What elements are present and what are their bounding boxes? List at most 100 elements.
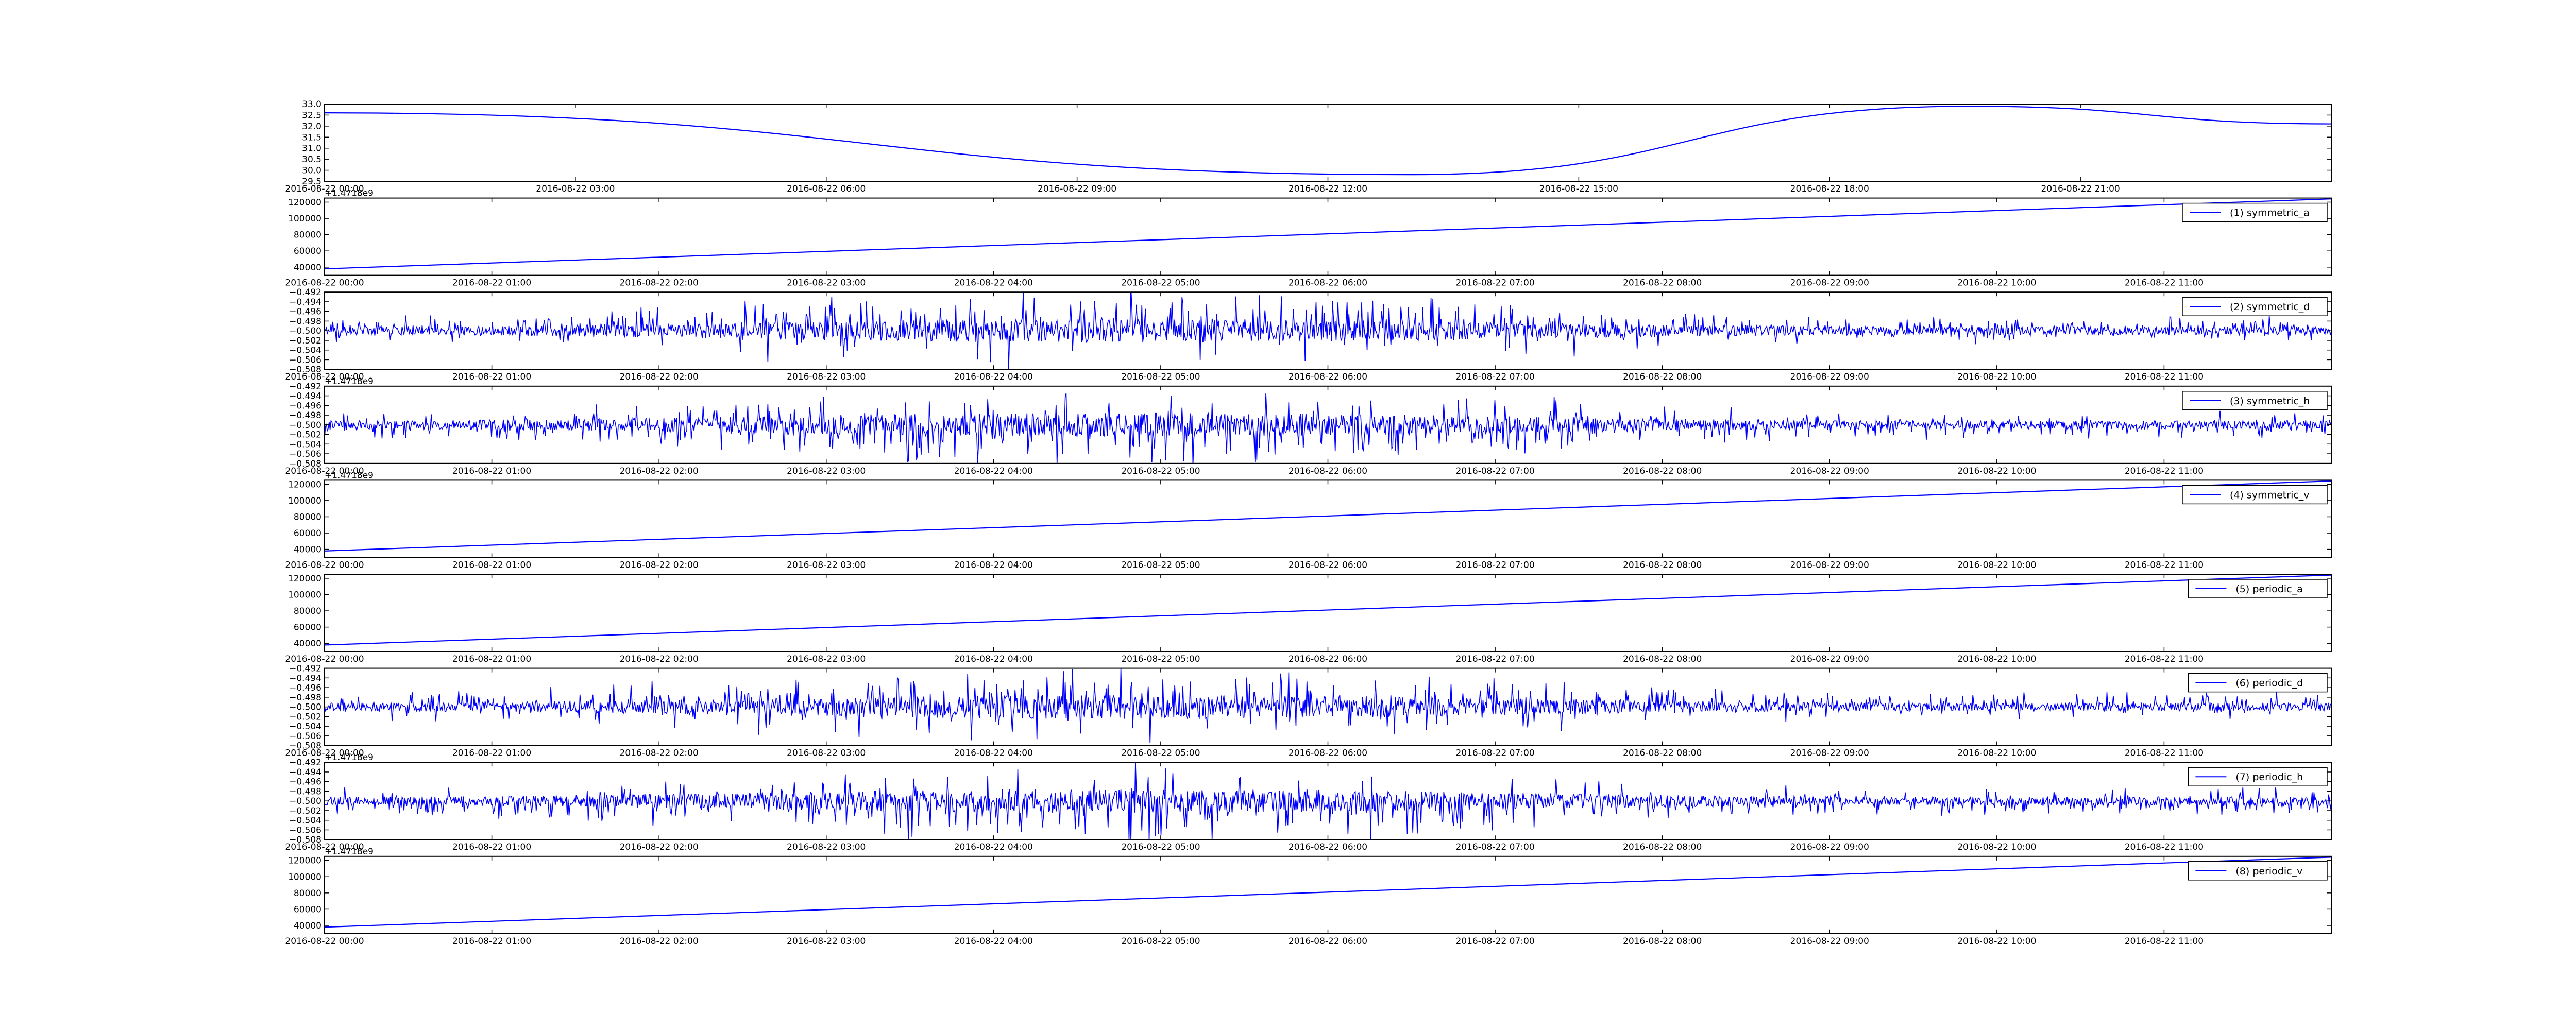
x-tick-label: 2016-08-22 01:00 xyxy=(452,654,531,664)
x-tick-label: 2016-08-22 08:00 xyxy=(1623,936,1702,947)
x-tick-label: 2016-08-22 00:00 xyxy=(285,748,364,759)
y-tick-label: 40000 xyxy=(294,263,321,273)
x-tick-label: 2016-08-22 01:00 xyxy=(452,278,531,288)
y-tick-label: 33.0 xyxy=(302,99,321,110)
series-line xyxy=(325,480,2331,552)
x-tick-label: 2016-08-22 03:00 xyxy=(787,748,866,759)
y-tick-label: 60000 xyxy=(294,528,321,539)
series-line xyxy=(325,574,2331,646)
x-tick-label: 2016-08-22 02:00 xyxy=(620,278,699,288)
legend-label: (7) periodic_h xyxy=(2235,771,2303,783)
legend: (7) periodic_h xyxy=(2188,767,2328,786)
y-tick-label: −0.496 xyxy=(289,307,321,317)
y-tick-label: 100000 xyxy=(288,214,321,224)
x-tick-label: 2016-08-22 07:00 xyxy=(1455,654,1534,664)
subplot-8: −0.508−0.506−0.504−0.502−0.500−0.498−0.4… xyxy=(285,752,2332,852)
x-tick-label: 2016-08-22 02:00 xyxy=(620,748,699,759)
x-tick-label: 2016-08-22 01:00 xyxy=(452,372,531,382)
y-tick-label: 80000 xyxy=(294,888,321,899)
x-tick-label: 2016-08-22 06:00 xyxy=(787,184,866,194)
y-tick-label: −0.502 xyxy=(289,430,321,440)
x-tick-label: 2016-08-22 07:00 xyxy=(1455,560,1534,570)
legend: (3) symmetric_h xyxy=(2182,391,2328,410)
x-tick-label: 2016-08-22 06:00 xyxy=(1289,842,1367,852)
x-tick-label: 2016-08-22 09:00 xyxy=(1790,936,1869,947)
x-tick-label: 2016-08-22 12:00 xyxy=(1289,184,1367,194)
y-tick-label: 40000 xyxy=(294,545,321,555)
x-tick-label: 2016-08-22 11:00 xyxy=(2125,372,2204,382)
y-tick-label: 60000 xyxy=(294,623,321,633)
y-tick-label: 40000 xyxy=(294,639,321,649)
x-tick-label: 2016-08-22 06:00 xyxy=(1289,278,1367,288)
x-tick-label: 2016-08-22 09:00 xyxy=(1790,842,1869,852)
x-tick-label: 2016-08-22 03:00 xyxy=(787,278,866,288)
y-tick-label: 120000 xyxy=(288,856,321,866)
x-tick-label: 2016-08-22 06:00 xyxy=(1289,654,1367,664)
x-tick-label: 2016-08-22 05:00 xyxy=(1121,278,1200,288)
y-tick-label: −0.506 xyxy=(289,449,321,459)
x-tick-label: 2016-08-22 10:00 xyxy=(1957,748,2036,759)
subplot-5: 40000 60000 80000 100000 120000 2016-08-22 00… xyxy=(285,470,2332,570)
y-tick-label: −0.496 xyxy=(289,401,321,411)
y-tick-label: −0.498 xyxy=(289,410,321,421)
axis-offset-text: +1.4718e9 xyxy=(325,752,374,763)
x-tick-label: 2016-08-22 04:00 xyxy=(954,842,1033,852)
series-line xyxy=(325,393,2331,464)
y-tick-label: −0.508 xyxy=(289,835,321,845)
x-tick-label: 2016-08-22 08:00 xyxy=(1623,748,1702,759)
y-tick-label: −0.500 xyxy=(289,796,321,806)
legend-label: (8) periodic_v xyxy=(2235,866,2302,877)
x-tick-label: 2016-08-22 05:00 xyxy=(1121,748,1200,759)
x-tick-label: 2016-08-22 10:00 xyxy=(1957,278,2036,288)
x-tick-label: 2016-08-22 02:00 xyxy=(620,372,699,382)
x-tick-label: 2016-08-22 03:00 xyxy=(787,372,866,382)
x-tick-label: 2016-08-22 09:00 xyxy=(1790,654,1869,664)
series-line xyxy=(325,762,2331,840)
y-tick-label: −0.502 xyxy=(289,806,321,816)
x-tick-label: 2016-08-22 10:00 xyxy=(1957,466,2036,476)
y-tick-label: −0.498 xyxy=(289,693,321,703)
x-tick-label: 2016-08-22 02:00 xyxy=(620,560,699,570)
x-tick-label: 2016-08-22 01:00 xyxy=(452,842,531,852)
x-tick-label: 2016-08-22 08:00 xyxy=(1623,278,1702,288)
x-tick-label: 2016-08-22 04:00 xyxy=(954,372,1033,382)
series-line xyxy=(325,856,2331,928)
x-tick-label: 2016-08-22 02:00 xyxy=(620,842,699,852)
x-tick-label: 2016-08-22 10:00 xyxy=(1957,372,2036,382)
x-tick-label: 2016-08-22 02:00 xyxy=(620,466,699,476)
x-tick-label: 2016-08-22 07:00 xyxy=(1455,278,1534,288)
x-tick-label: 2016-08-22 21:00 xyxy=(2041,184,2120,194)
y-tick-label: −0.506 xyxy=(289,731,321,742)
x-tick-label: 2016-08-22 05:00 xyxy=(1121,654,1200,664)
y-tick-label: 60000 xyxy=(294,904,321,915)
y-tick-label: −0.508 xyxy=(289,365,321,375)
x-tick-label: 2016-08-22 04:00 xyxy=(954,748,1033,759)
y-tick-label: −0.492 xyxy=(289,758,321,768)
y-tick-label: 120000 xyxy=(288,479,321,490)
x-tick-label: 2016-08-22 00:00 xyxy=(285,466,364,476)
y-tick-label: 60000 xyxy=(294,246,321,256)
x-tick-label: 2016-08-22 09:00 xyxy=(1790,278,1869,288)
x-tick-label: 2016-08-22 10:00 xyxy=(1957,842,2036,852)
series-line xyxy=(325,668,2331,744)
subplot-1: 29.530.030.531.031.532.032.533.0 2016-08-… xyxy=(285,99,2332,194)
x-tick-label: 2016-08-22 09:00 xyxy=(1790,372,1869,382)
y-tick-label: −0.494 xyxy=(289,391,321,402)
y-tick-label: −0.498 xyxy=(289,786,321,797)
x-tick-label: 2016-08-22 03:00 xyxy=(787,466,866,476)
x-tick-label: 2016-08-22 09:00 xyxy=(1038,184,1116,194)
y-tick-label: −0.500 xyxy=(289,702,321,713)
x-tick-label: 2016-08-22 10:00 xyxy=(1957,654,2036,664)
y-tick-label: −0.506 xyxy=(289,825,321,835)
x-tick-label: 2016-08-22 07:00 xyxy=(1455,466,1534,476)
legend-label: (3) symmetric_h xyxy=(2230,396,2310,407)
axes-frame xyxy=(324,104,2332,182)
x-tick-label: 2016-08-22 02:00 xyxy=(620,936,699,947)
y-tick-label: −0.508 xyxy=(289,459,321,469)
x-tick-label: 2016-08-22 05:00 xyxy=(1121,842,1200,852)
y-tick-label: −0.494 xyxy=(289,673,321,683)
legend: (4) symmetric_v xyxy=(2182,485,2328,505)
x-tick-label: 2016-08-22 05:00 xyxy=(1121,372,1200,382)
x-tick-label: 2016-08-22 00:00 xyxy=(285,184,364,194)
